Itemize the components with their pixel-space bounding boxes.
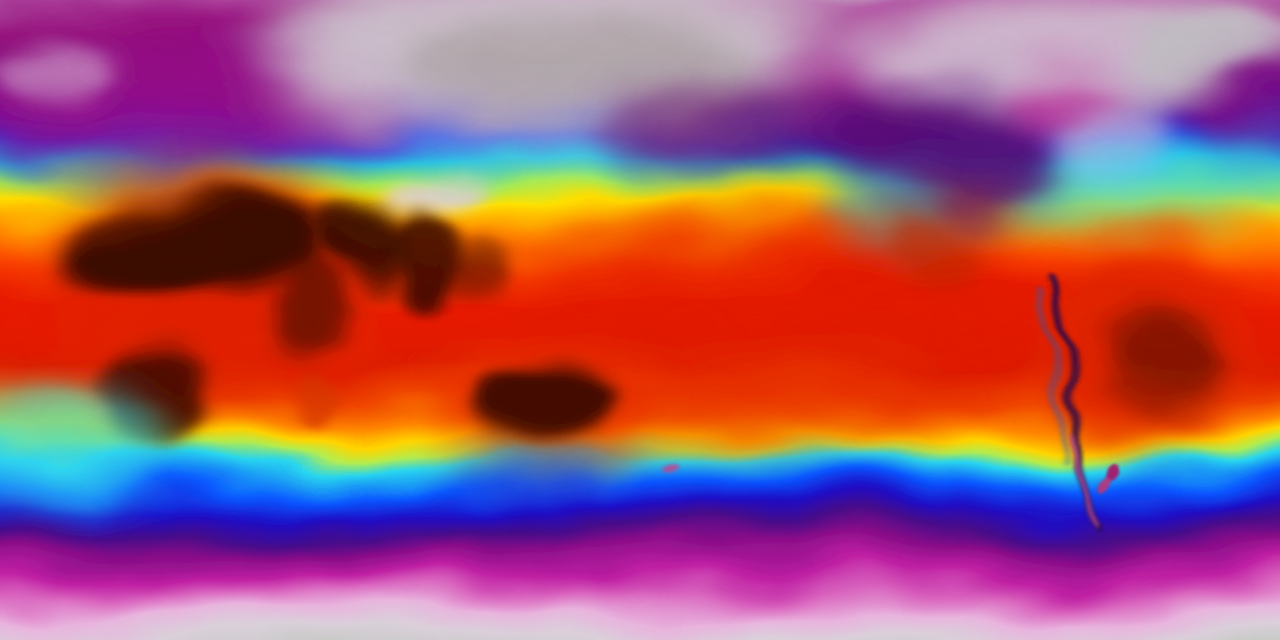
global-surface-temperature-heatmap <box>0 0 1280 640</box>
global-temperature-map-frame <box>0 0 1280 640</box>
atmospheric-texture-overlay <box>0 0 1280 640</box>
